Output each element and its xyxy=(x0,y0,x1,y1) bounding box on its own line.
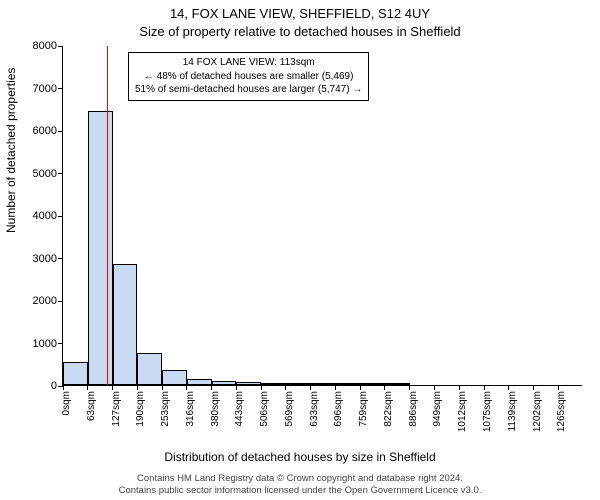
x-tick-label: 949sqm xyxy=(432,391,443,427)
annotation-line: 14 FOX LANE VIEW: 113sqm xyxy=(135,56,362,70)
histogram-bar xyxy=(63,362,88,385)
x-tick-mark xyxy=(434,385,435,390)
histogram-bar xyxy=(261,383,286,385)
x-tick-mark xyxy=(508,385,509,390)
x-tick-label: 1075sqm xyxy=(482,391,493,432)
x-tick-label: 696sqm xyxy=(333,391,344,427)
x-tick-label: 886sqm xyxy=(408,391,419,427)
histogram-plot-area: 0100020003000400050006000700080000sqm63s… xyxy=(62,46,582,386)
x-tick-mark xyxy=(211,385,212,390)
x-axis-label: Distribution of detached houses by size … xyxy=(0,450,600,464)
x-tick-mark xyxy=(112,385,113,390)
x-tick-label: 633sqm xyxy=(309,391,320,427)
histogram-bar xyxy=(162,370,187,385)
x-tick-mark xyxy=(360,385,361,390)
x-tick-mark xyxy=(310,385,311,390)
y-tick-label: 3000 xyxy=(17,253,63,265)
x-tick-label: 822sqm xyxy=(383,391,394,427)
histogram-bar xyxy=(360,383,385,385)
annotation-line: 51% of semi-detached houses are larger (… xyxy=(135,83,362,97)
x-tick-mark xyxy=(87,385,88,390)
annotation-line: ← 48% of detached houses are smaller (5,… xyxy=(135,70,362,84)
x-tick-label: 1202sqm xyxy=(532,391,543,432)
x-tick-label: 443sqm xyxy=(234,391,245,427)
x-tick-label: 569sqm xyxy=(284,391,295,427)
x-tick-label: 1265sqm xyxy=(556,391,567,432)
x-tick-label: 316sqm xyxy=(185,391,196,427)
histogram-bar xyxy=(113,264,138,385)
x-tick-label: 190sqm xyxy=(135,391,146,427)
histogram-bar xyxy=(311,383,336,385)
attribution-footer: Contains HM Land Registry data © Crown c… xyxy=(0,473,600,497)
histogram-bar xyxy=(236,382,261,385)
y-tick-label: 1000 xyxy=(17,338,63,350)
x-tick-mark xyxy=(261,385,262,390)
x-tick-mark xyxy=(137,385,138,390)
y-tick-label: 8000 xyxy=(17,40,63,52)
page-title-line1: 14, FOX LANE VIEW, SHEFFIELD, S12 4UY xyxy=(0,6,600,21)
x-tick-mark xyxy=(409,385,410,390)
histogram-bar xyxy=(88,111,113,385)
y-axis-label: Number of detached properties xyxy=(4,68,18,233)
histogram-bar xyxy=(286,383,311,385)
x-tick-mark xyxy=(186,385,187,390)
x-tick-mark xyxy=(533,385,534,390)
y-tick-label: 0 xyxy=(17,380,63,392)
x-tick-mark xyxy=(63,385,64,390)
x-tick-mark xyxy=(285,385,286,390)
x-tick-label: 759sqm xyxy=(358,391,369,427)
histogram-bar xyxy=(187,379,212,385)
page-title-line2: Size of property relative to detached ho… xyxy=(0,24,600,39)
x-tick-label: 0sqm xyxy=(61,391,72,415)
y-tick-label: 5000 xyxy=(17,168,63,180)
x-tick-label: 63sqm xyxy=(86,391,97,421)
histogram-bar xyxy=(137,353,162,385)
x-tick-label: 380sqm xyxy=(210,391,221,427)
y-tick-label: 2000 xyxy=(17,295,63,307)
x-tick-label: 127sqm xyxy=(111,391,122,427)
y-tick-label: 4000 xyxy=(17,210,63,222)
y-tick-label: 6000 xyxy=(17,125,63,137)
x-tick-mark xyxy=(558,385,559,390)
footer-line2: Contains public sector information licen… xyxy=(0,485,600,497)
x-tick-mark xyxy=(484,385,485,390)
x-tick-label: 253sqm xyxy=(160,391,171,427)
x-tick-mark xyxy=(335,385,336,390)
footer-line1: Contains HM Land Registry data © Crown c… xyxy=(0,473,600,485)
x-tick-label: 1139sqm xyxy=(507,391,518,431)
histogram-bar xyxy=(335,383,360,385)
x-tick-label: 1012sqm xyxy=(457,391,468,432)
property-annotation-box: 14 FOX LANE VIEW: 113sqm← 48% of detache… xyxy=(128,52,369,101)
chart-container: 14, FOX LANE VIEW, SHEFFIELD, S12 4UY Si… xyxy=(0,0,600,500)
x-tick-mark xyxy=(384,385,385,390)
property-marker-line xyxy=(107,46,108,385)
x-tick-mark xyxy=(162,385,163,390)
x-tick-mark xyxy=(459,385,460,390)
x-tick-mark xyxy=(236,385,237,390)
histogram-bar xyxy=(385,383,410,385)
y-tick-label: 7000 xyxy=(17,83,63,95)
x-tick-label: 506sqm xyxy=(259,391,270,427)
histogram-bar xyxy=(212,381,237,385)
